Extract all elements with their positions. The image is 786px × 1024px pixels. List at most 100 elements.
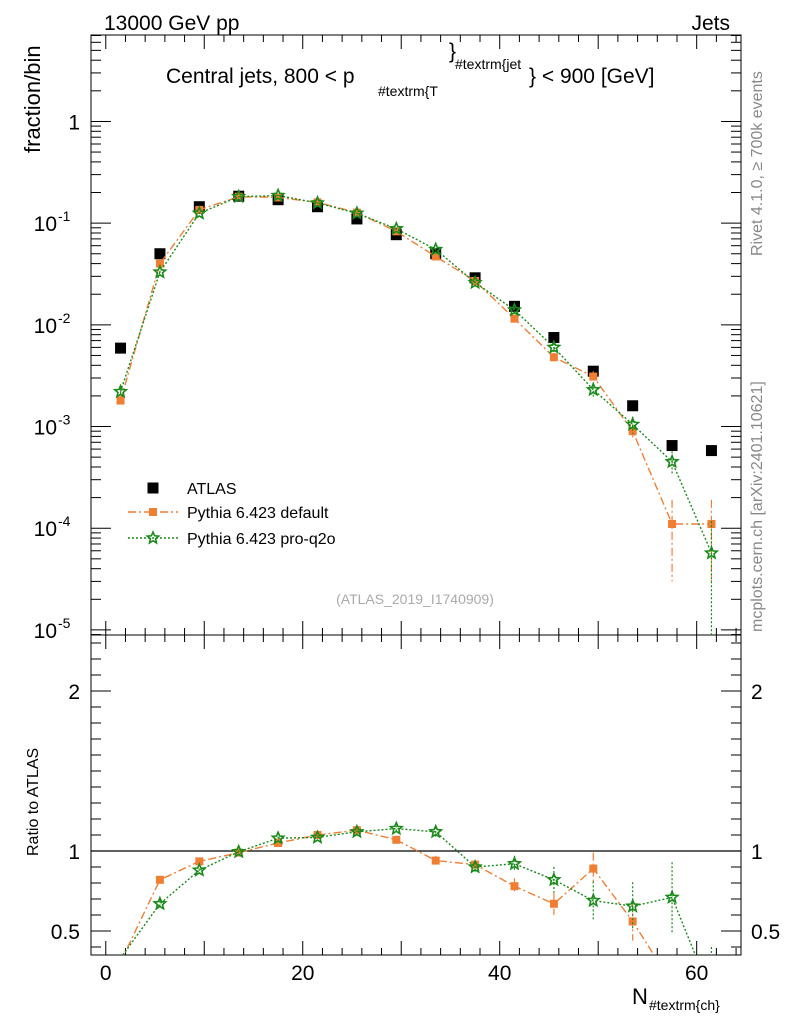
y-tick-label-exponent: -4 (58, 513, 71, 529)
mc-point-pro-q2o (112, 383, 129, 399)
plot-title: Central jets, 800 < p #textrm{T } #textr… (166, 40, 655, 99)
header-right: Jets (691, 12, 730, 35)
ratio-point-pro-q2o (428, 823, 444, 839)
mc-point-default (155, 259, 164, 268)
ratio-panel-frame (90, 634, 742, 956)
ratio-point-pro-q2o (467, 858, 483, 874)
atlas-data-point (705, 445, 717, 457)
x-tick-label: 60 (685, 962, 708, 985)
ratio-tick-label: 1 (68, 841, 80, 864)
title-superscript: #textrm{jet (455, 56, 521, 72)
ratio-point-pro-q2o (152, 895, 168, 911)
y-tick-label-exponent: -3 (58, 412, 71, 428)
ratio-line-default (123, 829, 655, 955)
y-tick-label: 10 (34, 518, 57, 541)
mc-point-default (116, 396, 125, 405)
mc-point-default (628, 427, 637, 436)
ratio-point-pro-q2o (625, 898, 641, 913)
x-axis-label: N #textrm{ch} (632, 984, 720, 1013)
title-main: Central jets, 800 < p (166, 65, 355, 88)
mc-point-pro-q2o (664, 453, 680, 469)
mc-point-default (431, 252, 440, 261)
ratio-point-default (155, 875, 164, 884)
x-tick-label: 20 (291, 962, 314, 985)
mc-line-default (119, 195, 712, 525)
ratio-point-default (313, 831, 322, 839)
mc-point-default (589, 372, 598, 381)
mc-point-pro-q2o (388, 220, 404, 236)
header-left: 13000 GeV pp (104, 12, 239, 35)
source-label: mcplots.cern.ch [arXiv:2401.10621] (749, 381, 766, 632)
main-panel-series (112, 187, 720, 635)
y-tick-label-exponent: -2 (58, 310, 71, 326)
analysis-watermark: (ATLAS_2019_I1740909) (336, 591, 494, 607)
legend-marker-default (149, 508, 157, 516)
ratio-point-default (628, 917, 637, 926)
ratio-panel-series (121, 820, 713, 955)
y-tick-label: 10 (34, 315, 57, 338)
mc-point-default (195, 205, 204, 214)
y-tick-label-exponent: -5 (58, 615, 71, 631)
mc-line-pro-q2o (119, 194, 713, 554)
mc-point-pro-q2o (230, 188, 247, 204)
mc-point-pro-q2o (349, 205, 365, 220)
mc-point-default (549, 353, 558, 362)
mc-point-pro-q2o (428, 241, 444, 257)
ratio-point-pro-q2o (506, 855, 523, 871)
atlas-data-point (548, 332, 560, 344)
ratio-tick-label-right: 0.5 (751, 921, 780, 944)
ratio-point-default (234, 848, 243, 857)
y-tick-label: 10 (34, 417, 57, 440)
legend-marker-pro-q2o (145, 529, 161, 545)
ratio-point-default (589, 864, 598, 873)
ratio-point-pro-q2o (388, 820, 404, 836)
mc-point-pro-q2o (703, 544, 720, 560)
mc-point-default (510, 314, 519, 323)
ratio-point-pro-q2o (230, 843, 247, 859)
atlas-data-point (666, 440, 678, 452)
x-tick-label: 0 (100, 962, 112, 985)
title-subscript: #textrm{T (378, 83, 438, 99)
ratio-point-pro-q2o (309, 829, 326, 844)
y-tick-label: 10 (34, 213, 57, 236)
mc-point-pro-q2o (546, 339, 562, 354)
ratio-point-default (431, 856, 440, 865)
ratio-tick-label-right: 2 (751, 681, 763, 704)
ratio-point-default (471, 860, 480, 869)
mc-point-pro-q2o (585, 381, 602, 397)
atlas-data-point (115, 342, 127, 354)
title-tail: } < 900 [GeV] (529, 65, 655, 88)
legend-label: ATLAS (187, 481, 237, 498)
y-axis-label: fraction/bin (20, 45, 45, 153)
ratio-line-pro-q2o (121, 827, 697, 955)
y-tick-label: 10 (34, 620, 57, 643)
ratio-point-default (274, 839, 283, 847)
ratio-axis-label: Ratio to ATLAS (25, 748, 42, 856)
y-tick-label-exponent: -1 (58, 208, 71, 224)
y-tick-label: 1 (68, 111, 80, 134)
legend-label: Pythia 6.423 pro-q2o (187, 531, 336, 548)
atlas-data-point (312, 201, 324, 213)
ratio-point-pro-q2o (349, 823, 365, 839)
title-brace: } (449, 40, 456, 63)
mc-point-pro-q2o (467, 274, 483, 290)
mc-point-default (471, 276, 480, 285)
mc-point-pro-q2o (309, 194, 326, 210)
mc-point-pro-q2o (152, 263, 168, 279)
ratio-point-default (392, 835, 401, 844)
atlas-data-point (154, 248, 166, 260)
legend-marker-atlas (147, 482, 159, 494)
ratio-point-pro-q2o (585, 892, 602, 908)
ratio-point-pro-q2o (664, 889, 680, 905)
ratio-point-default (195, 857, 204, 866)
mc-point-default (707, 520, 716, 529)
ratio-point-pro-q2o (546, 871, 562, 887)
x-tick-label: 40 (488, 962, 511, 985)
legend-label: Pythia 6.423 default (187, 505, 329, 522)
x-axis-label-main: N (632, 984, 648, 1009)
ratio-point-default (549, 899, 558, 908)
ratio-tick-label-right: 1 (751, 841, 763, 864)
rivet-version-label: Rivet 4.1.0, ≥ 700k events (749, 71, 766, 256)
